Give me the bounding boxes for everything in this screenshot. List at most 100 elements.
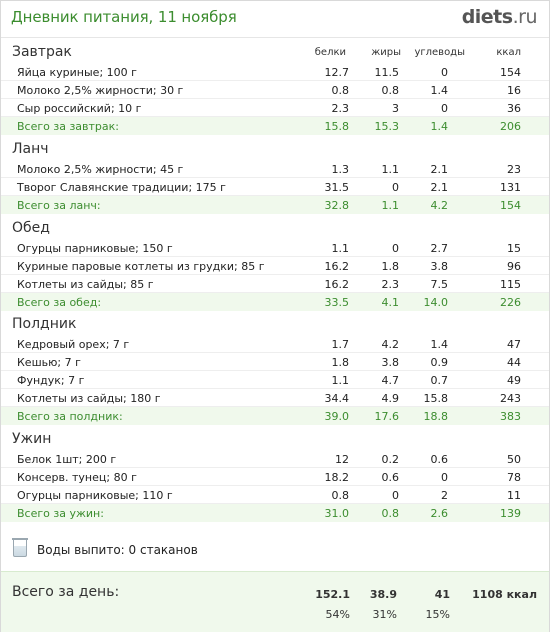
day-total-fat-pct: 31% <box>372 608 397 621</box>
food-carbs: 1.4 <box>430 338 449 351</box>
logo[interactable]: diets.ru <box>462 6 538 28</box>
meal-total-kcal: 139 <box>500 507 521 520</box>
food-row[interactable]: Фундук; 7 г 1.1 4.7 0.7 49 <box>1 371 549 389</box>
header-divider <box>1 37 549 38</box>
food-row[interactable]: Творог Славянские традиции; 175 г 31.5 0 2.… <box>1 178 549 196</box>
food-fat: 0 <box>392 181 399 194</box>
food-kcal: 23 <box>507 163 521 176</box>
food-kcal: 49 <box>507 374 521 387</box>
food-name: Молоко 2,5% жирности; 45 г <box>17 163 184 176</box>
food-kcal: 15 <box>507 242 521 255</box>
meal-header: Ужин <box>1 431 549 450</box>
food-carbs: 2.1 <box>430 181 449 194</box>
food-row[interactable]: Яйца куриные; 100 г 12.7 11.5 0 154 <box>1 63 549 81</box>
food-fat: 1.1 <box>381 163 400 176</box>
food-row[interactable]: Огурцы парниковые; 150 г 1.1 0 2.7 15 <box>1 239 549 257</box>
food-row[interactable]: Куриные паровые котлеты из грудки; 85 г 1… <box>1 257 549 275</box>
food-kcal: 154 <box>500 66 521 79</box>
meal-total-protein: 32.8 <box>324 199 350 212</box>
food-protein: 16.2 <box>324 260 350 273</box>
food-kcal: 11 <box>507 489 521 502</box>
meal-total-carbs: 2.6 <box>430 507 449 520</box>
food-row[interactable]: Молоко 2,5% жирности; 45 г 1.3 1.1 2.1 23 <box>1 160 549 178</box>
food-fat: 0 <box>392 489 399 502</box>
food-carbs: 3.8 <box>430 260 449 273</box>
meal-header: Ланч <box>1 141 549 160</box>
food-carbs: 2 <box>441 489 448 502</box>
meal-total-kcal: 206 <box>500 120 521 133</box>
food-name: Котлеты из сайды; 85 г <box>17 278 154 291</box>
food-carbs: 0 <box>441 102 448 115</box>
food-name: Огурцы парниковые; 150 г <box>17 242 173 255</box>
food-fat: 0 <box>392 242 399 255</box>
food-protein: 18.2 <box>324 471 350 484</box>
meal-total-protein: 31.0 <box>324 507 350 520</box>
food-kcal: 115 <box>500 278 521 291</box>
food-row[interactable]: Молоко 2,5% жирности; 30 г 0.8 0.8 1.4 16 <box>1 81 549 99</box>
meal-total-row: Всего за завтрак: 15.8 15.3 1.4 206 <box>1 117 549 135</box>
food-protein: 31.5 <box>324 181 350 194</box>
meal-title: Обед <box>12 220 50 236</box>
food-protein: 1.7 <box>331 338 350 351</box>
food-protein: 34.4 <box>324 392 350 405</box>
meal-header: Завтрак белки жиры углеводы ккал <box>1 44 549 63</box>
logo-tld: .ru <box>512 6 538 28</box>
meal-total-fat: 1.1 <box>381 199 400 212</box>
food-carbs: 0 <box>441 66 448 79</box>
meal-total-label: Всего за ланч: <box>17 199 101 212</box>
food-fat: 1.8 <box>381 260 400 273</box>
food-row[interactable]: Огурцы парниковые; 110 г 0.8 0 2 11 <box>1 486 549 504</box>
meal-total-label: Всего за ужин: <box>17 507 104 520</box>
food-name: Кедровый орех; 7 г <box>17 338 130 351</box>
food-carbs: 2.1 <box>430 163 449 176</box>
column-header-protein: белки <box>314 47 346 58</box>
food-protein: 2.3 <box>331 102 350 115</box>
food-kcal: 50 <box>507 453 521 466</box>
food-protein: 0.8 <box>331 84 350 97</box>
food-row[interactable]: Консерв. тунец; 80 г 18.2 0.6 0 78 <box>1 468 549 486</box>
meal-total-kcal: 154 <box>500 199 521 212</box>
meal-total-protein: 33.5 <box>324 296 350 309</box>
page-title: Дневник питания, 11 ноября <box>11 8 237 26</box>
food-row[interactable]: Сыр российский; 10 г 2.3 3 0 36 <box>1 99 549 117</box>
meal-section: Обед Огурцы парниковые; 150 г 1.1 0 2.7 15 Кур… <box>1 220 549 311</box>
day-total: Всего за день: 152.1 38.9 41 1108 ккал 5… <box>1 571 549 632</box>
food-row[interactable]: Кешью; 7 г 1.8 3.8 0.9 44 <box>1 353 549 371</box>
food-protein: 1.8 <box>331 356 350 369</box>
column-header-fat: жиры <box>371 47 401 58</box>
meal-section: Полдник Кедровый орех; 7 г 1.7 4.2 1.4 47 Кешь… <box>1 316 549 425</box>
day-total-protein: 152.1 <box>315 588 350 601</box>
food-name: Фундук; 7 г <box>17 374 85 387</box>
day-total-protein-pct: 54% <box>325 608 350 621</box>
food-carbs: 0 <box>441 471 448 484</box>
meal-total-kcal: 383 <box>500 410 521 423</box>
meal-total-fat: 0.8 <box>381 507 400 520</box>
food-fat: 0.2 <box>381 453 400 466</box>
food-fat: 4.2 <box>381 338 400 351</box>
food-carbs: 15.8 <box>423 392 449 405</box>
food-fat: 3.8 <box>381 356 400 369</box>
food-fat: 2.3 <box>381 278 400 291</box>
food-row[interactable]: Котлеты из сайды; 85 г 16.2 2.3 7.5 115 <box>1 275 549 293</box>
day-total-carbs: 41 <box>434 588 450 601</box>
food-protein: 0.8 <box>331 489 350 502</box>
day-total-fat: 38.9 <box>369 588 397 601</box>
food-name: Яйца куриные; 100 г <box>17 66 137 79</box>
food-row[interactable]: Кедровый орех; 7 г 1.7 4.2 1.4 47 <box>1 335 549 353</box>
meal-total-carbs: 4.2 <box>430 199 449 212</box>
day-total-carbs-pct: 15% <box>425 608 450 621</box>
food-carbs: 0.9 <box>430 356 449 369</box>
meal-total-row: Всего за обед: 33.5 4.1 14.0 226 <box>1 293 549 311</box>
food-protein: 12 <box>335 453 349 466</box>
food-row[interactable]: Котлеты из сайды; 180 г 34.4 4.9 15.8 243 <box>1 389 549 407</box>
column-header-carbs: углеводы <box>414 47 465 58</box>
meal-title: Ужин <box>12 431 52 447</box>
food-row[interactable]: Белок 1шт; 200 г 12 0.2 0.6 50 <box>1 450 549 468</box>
meal-total-label: Всего за обед: <box>17 296 102 309</box>
food-protein: 16.2 <box>324 278 350 291</box>
meal-total-carbs: 1.4 <box>430 120 449 133</box>
food-name: Белок 1шт; 200 г <box>17 453 117 466</box>
food-kcal: 16 <box>507 84 521 97</box>
food-name: Консерв. тунец; 80 г <box>17 471 137 484</box>
meal-title: Завтрак <box>12 44 72 60</box>
